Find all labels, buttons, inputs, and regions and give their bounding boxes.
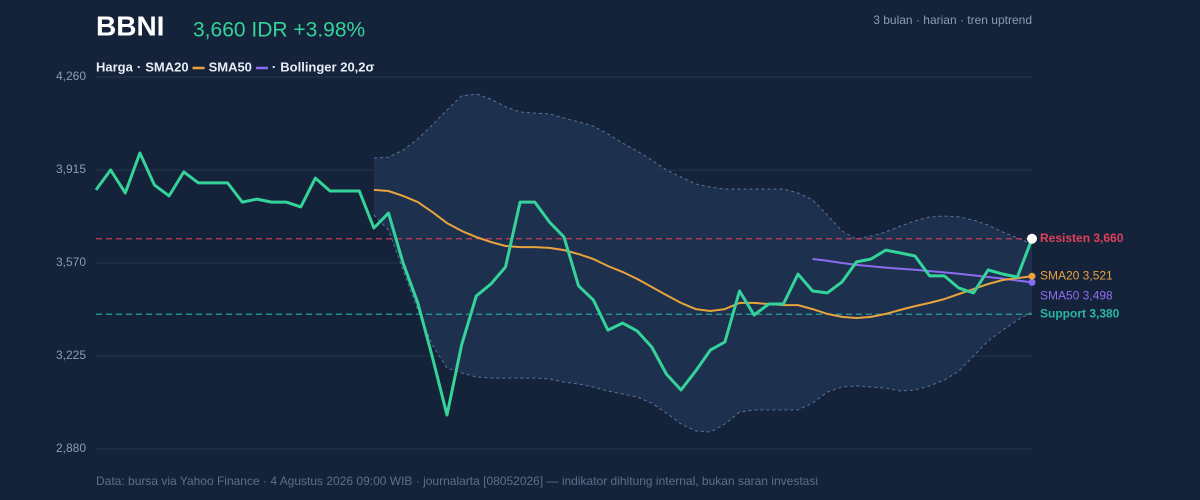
series-line xyxy=(94,151,1034,417)
legend-label: SMA20 xyxy=(145,59,188,74)
end-point xyxy=(1028,278,1036,286)
reference-label: Support 3,380 xyxy=(1040,306,1120,320)
end-label: SMA20 3,521 xyxy=(1040,268,1113,282)
legend-separator: · xyxy=(272,59,276,74)
reference-label: Resisten 3,660 xyxy=(1040,231,1124,245)
end-label: SMA50 3,498 xyxy=(1040,289,1113,303)
end-point xyxy=(1027,233,1037,244)
legend-separator: · xyxy=(137,59,141,74)
series-line xyxy=(373,188,1033,319)
source-note: Data: bursa via Yahoo Finance · 4 Agustu… xyxy=(96,474,818,488)
band-lower xyxy=(373,214,1033,433)
y-tick-label: 2,880 xyxy=(56,441,86,455)
chart-note: 3 bulan · harian · tren uptrend xyxy=(873,13,1032,27)
chart-title: BBNI xyxy=(96,10,164,41)
series-line xyxy=(812,258,1033,284)
band-upper xyxy=(373,93,1033,245)
y-tick-label: 3,225 xyxy=(56,348,86,362)
legend-label: SMA50 xyxy=(209,59,252,74)
band-fill xyxy=(373,93,1032,433)
y-tick-label: 4,260 xyxy=(56,69,86,83)
end-point xyxy=(1028,272,1036,280)
legend-label: Harga xyxy=(96,59,134,74)
y-tick-label: 3,570 xyxy=(56,255,86,269)
chart-subtitle: 3,660 IDR +3.98% xyxy=(193,19,365,42)
legend-label: Bollinger 20,2σ xyxy=(280,59,374,74)
y-tick-label: 3,915 xyxy=(56,162,86,176)
